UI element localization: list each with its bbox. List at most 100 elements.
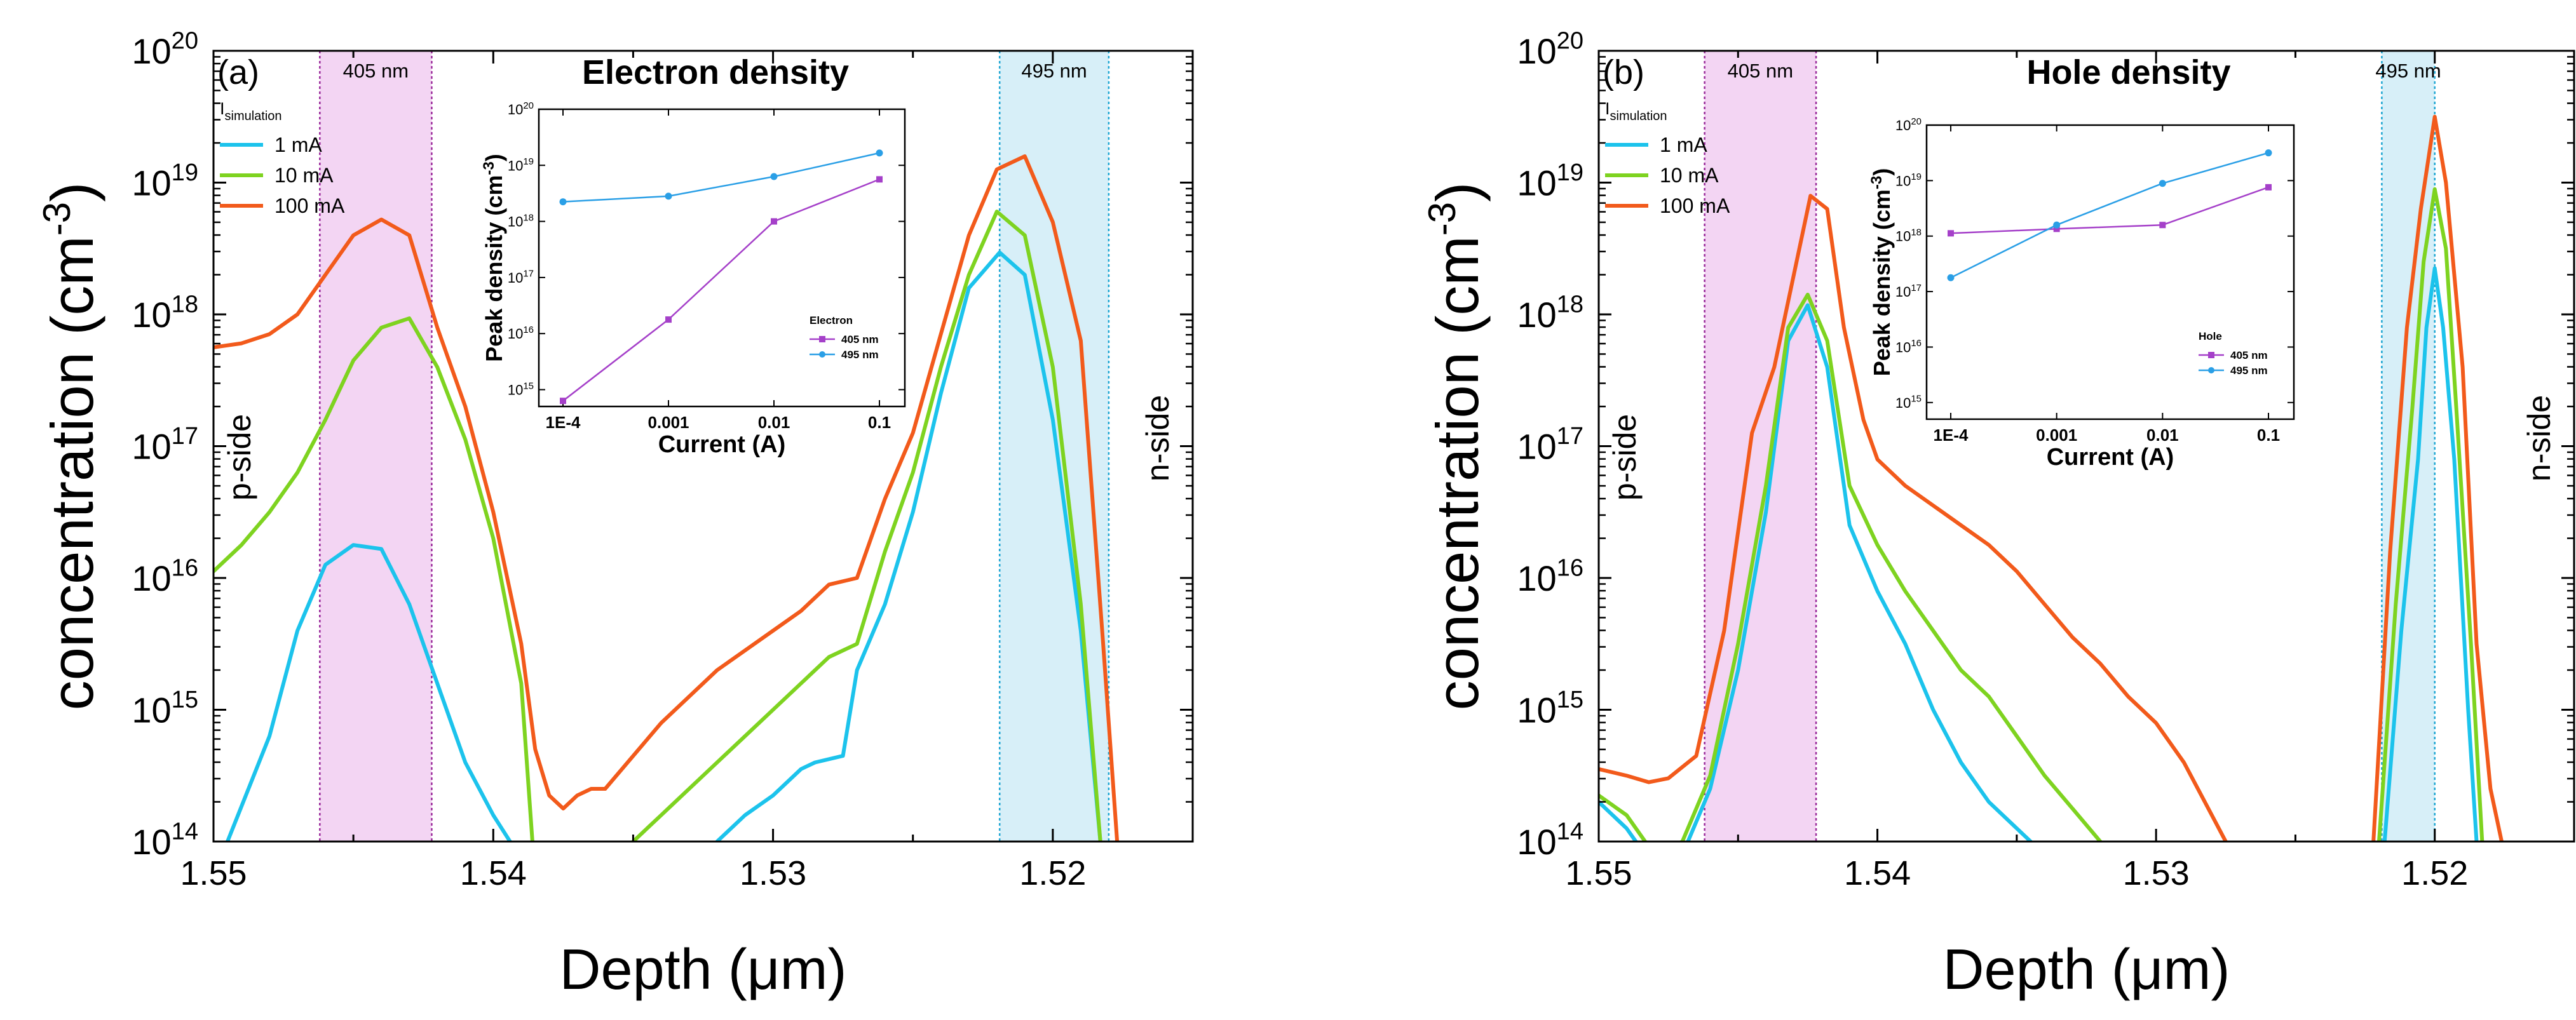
inset-series-line xyxy=(562,178,880,402)
curves xyxy=(214,154,1120,842)
inset-x-tick-label: 0.1 xyxy=(868,413,891,432)
series-line-100mA-seg0 xyxy=(1599,194,2228,842)
x-axis-title: Depth (μm) xyxy=(560,938,847,1002)
inset-point xyxy=(2265,184,2272,191)
inset-y-tick-label: 1018 xyxy=(508,212,534,229)
y-tick-label: 1020 xyxy=(1517,27,1583,71)
inset-legend-marker xyxy=(2208,352,2214,358)
x-tick-label: 1.54 xyxy=(460,854,527,892)
band-label: 405 nm xyxy=(343,60,409,82)
legend-label: 1 mA xyxy=(275,133,322,156)
series-line-10mA-seg0 xyxy=(1599,292,2103,842)
inset-x-title: Current (A) xyxy=(658,431,786,458)
y-tick-label: 1015 xyxy=(1517,687,1583,730)
inset-x-tick-label: 0.01 xyxy=(2146,426,2179,445)
inset-x-tick-label: 1E-4 xyxy=(546,413,581,432)
inset-x-tick-label: 1E-4 xyxy=(1934,426,1969,445)
x-tick-label: 1.53 xyxy=(2123,854,2190,892)
x-tick-label: 1.55 xyxy=(1565,854,1632,892)
legend-label: 100 mA xyxy=(1660,194,1730,217)
inset-legend-label: 495 nm xyxy=(841,349,879,361)
inset-y-tick-label: 1020 xyxy=(508,100,534,117)
inset-chart: 1E-4 0.001 0.01 0.1 1015 1016 1017 1018 1019 1020… xyxy=(480,100,906,458)
inset-x-tick-label: 0.1 xyxy=(2257,426,2280,445)
x-tick-label: 1.53 xyxy=(740,854,806,892)
inset-y-title: Peak density (cm-3) xyxy=(480,154,507,361)
band-label: 495 nm xyxy=(2375,60,2441,82)
inset-legend-marker xyxy=(819,351,825,358)
y-tick-label: 1015 xyxy=(132,687,198,730)
y-tick-label: 1020 xyxy=(132,27,198,71)
series-line-10mA-seg1 xyxy=(2377,187,2484,842)
inset-y-tick-label: 1016 xyxy=(508,325,534,342)
chart-panel-b: 405 nm 495 nm 1.55 1.54 1.53 1.52 1014 1015 1016… xyxy=(1421,27,2575,1002)
series-line-100mA-seg1 xyxy=(2371,114,2504,842)
inset-x-tick-label: 0.001 xyxy=(647,413,689,432)
inset-legend-label: 405 nm xyxy=(841,333,879,346)
x-tick-label: 1.52 xyxy=(2401,854,2468,892)
inset-point xyxy=(770,173,778,180)
inset-point xyxy=(2265,149,2272,157)
inset-series-line xyxy=(1950,186,2269,234)
inset-y-tick-label: 1015 xyxy=(1895,394,1922,411)
y-tick-label: 1019 xyxy=(132,159,198,203)
chart-title: Hole density xyxy=(2026,53,2230,91)
x-tick-label: 1.55 xyxy=(180,854,247,892)
x-tick-label: 1.52 xyxy=(1019,854,1086,892)
inset-point xyxy=(876,149,883,157)
inset-y-tick-label: 1017 xyxy=(1895,283,1922,300)
legend-label: 10 mA xyxy=(275,164,334,187)
band-label: 405 nm xyxy=(1728,60,1793,82)
inset-y-tick-label: 1016 xyxy=(1895,338,1922,355)
x-tick-label: 1.54 xyxy=(1844,854,1911,892)
inset-series-line xyxy=(562,152,880,203)
inset-legend-label: 405 nm xyxy=(2230,349,2268,361)
series-line-1mA-seg1 xyxy=(2382,266,2479,842)
side-label-left: p-side xyxy=(222,414,257,500)
series-line-1mA-seg0 xyxy=(226,543,512,842)
inset-point xyxy=(665,192,672,200)
inset-legend-title: Hole xyxy=(2199,330,2222,342)
inset-legend-marker xyxy=(819,336,825,342)
inset-series-line xyxy=(1950,152,2269,279)
panel-label: (b) xyxy=(1603,53,1644,91)
inset-y-tick-label: 1020 xyxy=(1895,116,1922,133)
inset-x-tick-label: 0.01 xyxy=(758,413,790,432)
series-line-1mA-seg1 xyxy=(715,250,1102,842)
legend-label: 10 mA xyxy=(1660,164,1719,187)
y-tick-label: 1016 xyxy=(132,554,198,598)
inset-point xyxy=(2053,225,2060,232)
y-tick-label: 1018 xyxy=(1517,291,1583,335)
inset-x-title: Current (A) xyxy=(2047,444,2174,471)
series-line-100mA-seg0 xyxy=(214,217,607,811)
y-tick-label: 1018 xyxy=(132,291,198,335)
chart-panel-a: 405 nm 495 nm 1.55 1.54 1.53 1.52 1014 1015 1016… xyxy=(36,27,1194,1002)
inset-frame xyxy=(538,108,906,408)
inset-point xyxy=(771,218,777,225)
inset-point xyxy=(2159,180,2166,187)
y-tick-label: 1014 xyxy=(132,818,198,862)
inset-point xyxy=(2159,222,2166,229)
inset-legend-title: Electron xyxy=(810,314,853,326)
inset-point xyxy=(1948,230,1954,237)
inset-point xyxy=(665,316,672,323)
inset-point xyxy=(560,398,566,405)
side-label-right: n-side xyxy=(2521,395,2557,481)
y-axis-title: concentration (cm-3) xyxy=(36,182,105,711)
inset-point xyxy=(876,176,883,183)
y-tick-label: 1017 xyxy=(132,423,198,467)
inset-point xyxy=(559,198,567,206)
band-0 xyxy=(320,51,432,842)
legend-title: Isimulation xyxy=(220,99,282,123)
inset-y-tick-label: 1017 xyxy=(508,269,534,286)
series-line-100mA-seg1 xyxy=(603,154,1120,842)
y-tick-label: 1017 xyxy=(1517,423,1583,467)
inset-point xyxy=(1947,274,1955,281)
inset-legend-marker xyxy=(2208,367,2214,373)
inset-x-tick-label: 0.001 xyxy=(2036,426,2077,445)
inset-chart: 1E-4 0.001 0.01 0.1 1015 1016 1017 1018 1019 1020… xyxy=(1868,116,2295,471)
y-tick-label: 1016 xyxy=(1517,554,1583,598)
y-tick-label: 1019 xyxy=(1517,159,1583,203)
legend-label: 100 mA xyxy=(275,194,345,217)
